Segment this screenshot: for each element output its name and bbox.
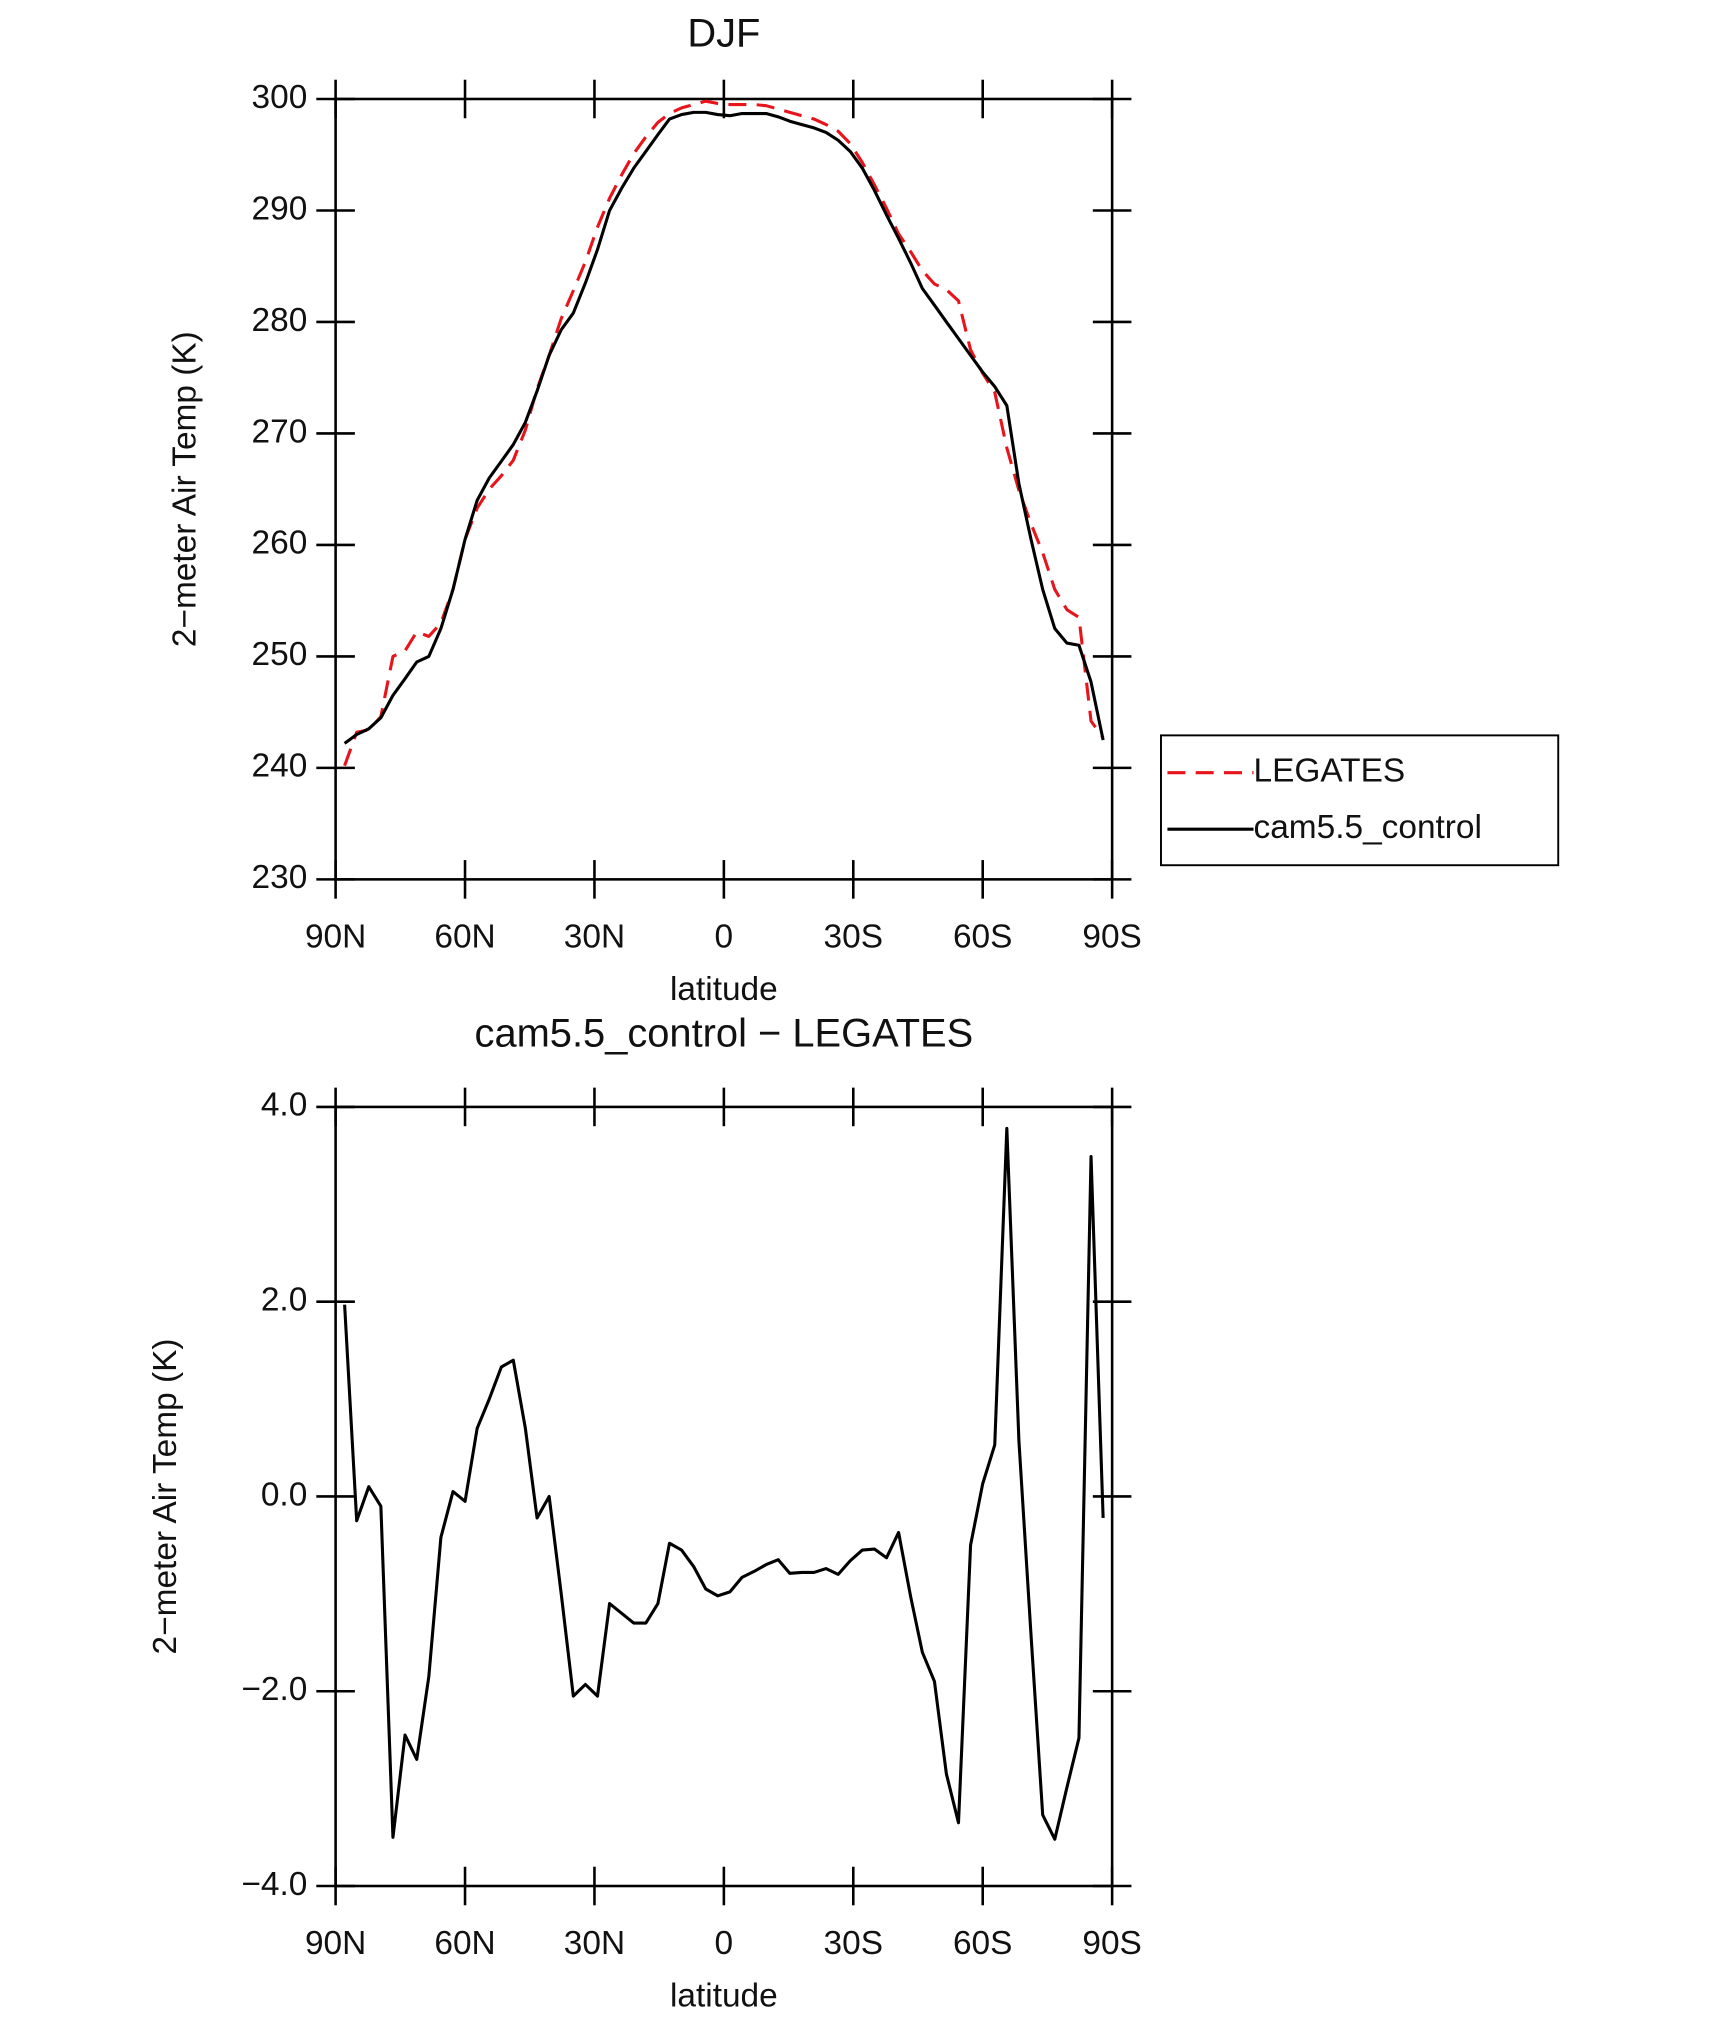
y-tick-label: 0.0 [261, 1476, 307, 1513]
y-axis-label: 2−meter Air Temp (K) [166, 331, 203, 647]
x-tick-label: 30S [824, 918, 883, 955]
y-tick-label: 260 [252, 525, 308, 562]
y-axis-label: 2−meter Air Temp (K) [147, 1339, 184, 1655]
y-tick-label: 230 [252, 859, 308, 896]
x-tick-label: 0 [715, 918, 734, 955]
x-tick-label: 60N [434, 1925, 495, 1962]
y-tick-label: 270 [252, 413, 308, 450]
x-tick-label: 60S [953, 1925, 1012, 1962]
x-tick-label: 90S [1082, 1925, 1141, 1962]
x-tick-label: 90S [1082, 918, 1141, 955]
data-line [343, 1126, 1105, 1841]
x-tick-label: 90N [305, 1925, 366, 1962]
y-tick-label: 300 [252, 79, 308, 116]
legend-label: cam5.5_control [1254, 809, 1482, 846]
plot-frame [334, 97, 1114, 881]
y-tick-label: 280 [252, 302, 308, 339]
y-tick-label: 240 [252, 748, 308, 785]
y-tick-label: −2.0 [241, 1671, 307, 1708]
x-tick-label: 60S [953, 918, 1012, 955]
legend-label: LEGATES [1254, 752, 1406, 789]
chart-title: DJF [687, 12, 760, 56]
legend-box [1160, 734, 1560, 867]
x-tick-label: 0 [715, 1925, 734, 1962]
x-axis-label: latitude [670, 1978, 778, 2015]
x-tick-label: 30N [564, 1925, 625, 1962]
x-tick-label: 60N [434, 918, 495, 955]
y-tick-label: 290 [252, 190, 308, 227]
y-tick-label: −4.0 [241, 1866, 307, 1903]
x-tick-label: 90N [305, 918, 366, 955]
y-tick-label: 2.0 [261, 1282, 307, 1319]
y-tick-label: 250 [252, 636, 308, 673]
x-tick-label: 30S [824, 1925, 883, 1962]
y-tick-label: 4.0 [261, 1087, 307, 1124]
data-line [343, 99, 1105, 767]
x-axis-label: latitude [670, 971, 778, 1008]
data-line [343, 110, 1105, 745]
chart-title: cam5.5_control − LEGATES [475, 1012, 974, 1056]
x-tick-label: 30N [564, 918, 625, 955]
